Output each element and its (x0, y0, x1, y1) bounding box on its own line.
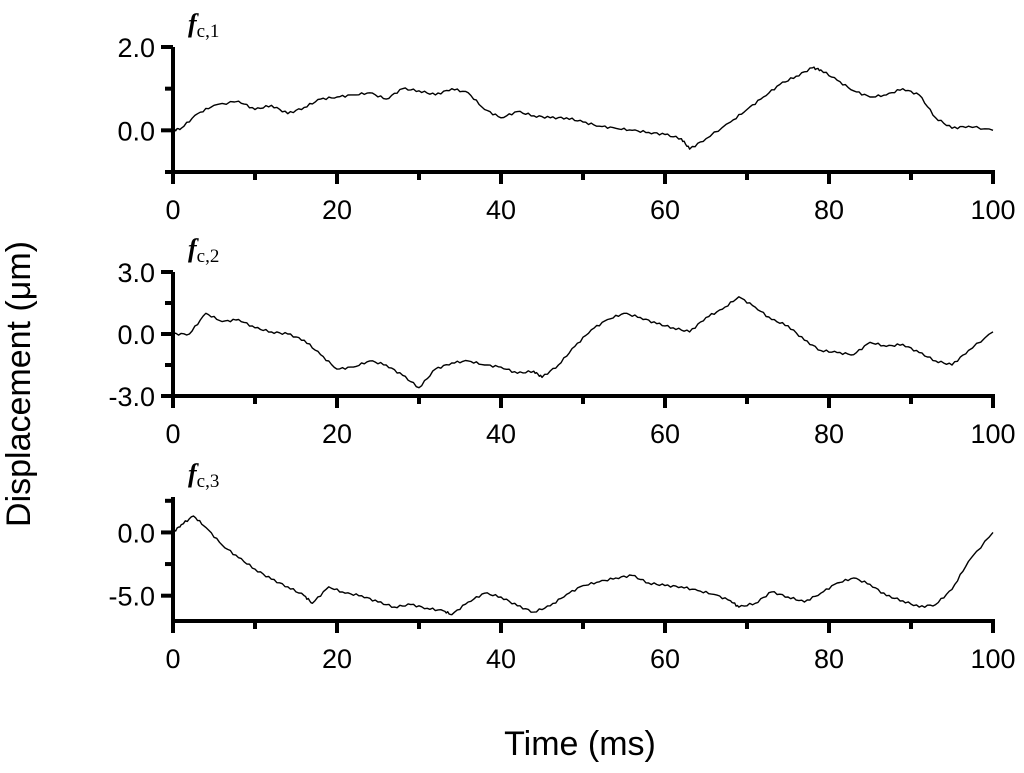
panel-2-label-sub: c,2 (197, 246, 220, 267)
panel-3-x-tick-label: 0 (165, 644, 180, 674)
panel-3-label-main: f (188, 459, 199, 488)
panel-1-x-tick-label: 80 (814, 195, 844, 225)
panel-3-label-sub: c,3 (197, 471, 220, 492)
panel-1-x-tick-label: 60 (650, 195, 680, 225)
panel-3-x-tick-label: 40 (486, 644, 516, 674)
panel-2-y-tick-label: 3.0 (117, 258, 155, 288)
panel-3-series-line (172, 515, 994, 616)
panel-1-y-tick-label: 0.0 (117, 116, 155, 146)
panel-2-x-tick-label: 20 (322, 419, 352, 449)
panel-2-label: fc,2 (188, 234, 219, 267)
panel-1-y-tick-label: 2.0 (117, 33, 155, 63)
panel-3-x-tick-label: 20 (322, 644, 352, 674)
panel-2-series-line (172, 296, 994, 389)
panel-3-x-tick-label: 80 (814, 644, 844, 674)
panel-1-series-line (172, 66, 994, 150)
panel-2-x-tick-label: 100 (970, 419, 1015, 449)
panel-1-label-sub: c,1 (197, 21, 220, 42)
panel-3-x-tick-label: 100 (970, 644, 1015, 674)
panel-2-x-tick-label: 60 (650, 419, 680, 449)
panel-2-x-tick-label: 40 (486, 419, 516, 449)
panel-2-label-main: f (188, 234, 199, 263)
panel-1-label: fc,1 (188, 9, 219, 42)
panel-1-x-tick-label: 20 (322, 195, 352, 225)
panel-3-x-tick-label: 60 (650, 644, 680, 674)
x-axis-title: Time (ms) (504, 725, 656, 763)
panel-1-label-main: f (188, 9, 199, 38)
y-axis-title: Displacement (μm) (0, 241, 38, 527)
panel-2-y-tick-label: -3.0 (108, 382, 155, 412)
panel-1-x-tick-label: 100 (970, 195, 1015, 225)
panel-2-x-tick-label: 0 (165, 419, 180, 449)
panel-3-label: fc,3 (188, 459, 219, 492)
panel-3-y-tick-label: 0.0 (117, 518, 155, 548)
panel-1-x-tick-label: 40 (486, 195, 516, 225)
panel-2-y-tick-label: 0.0 (117, 320, 155, 350)
panel-3-y-tick-label: -5.0 (108, 582, 155, 612)
panel-2-x-tick-label: 80 (814, 419, 844, 449)
panel-1-x-tick-label: 0 (165, 195, 180, 225)
